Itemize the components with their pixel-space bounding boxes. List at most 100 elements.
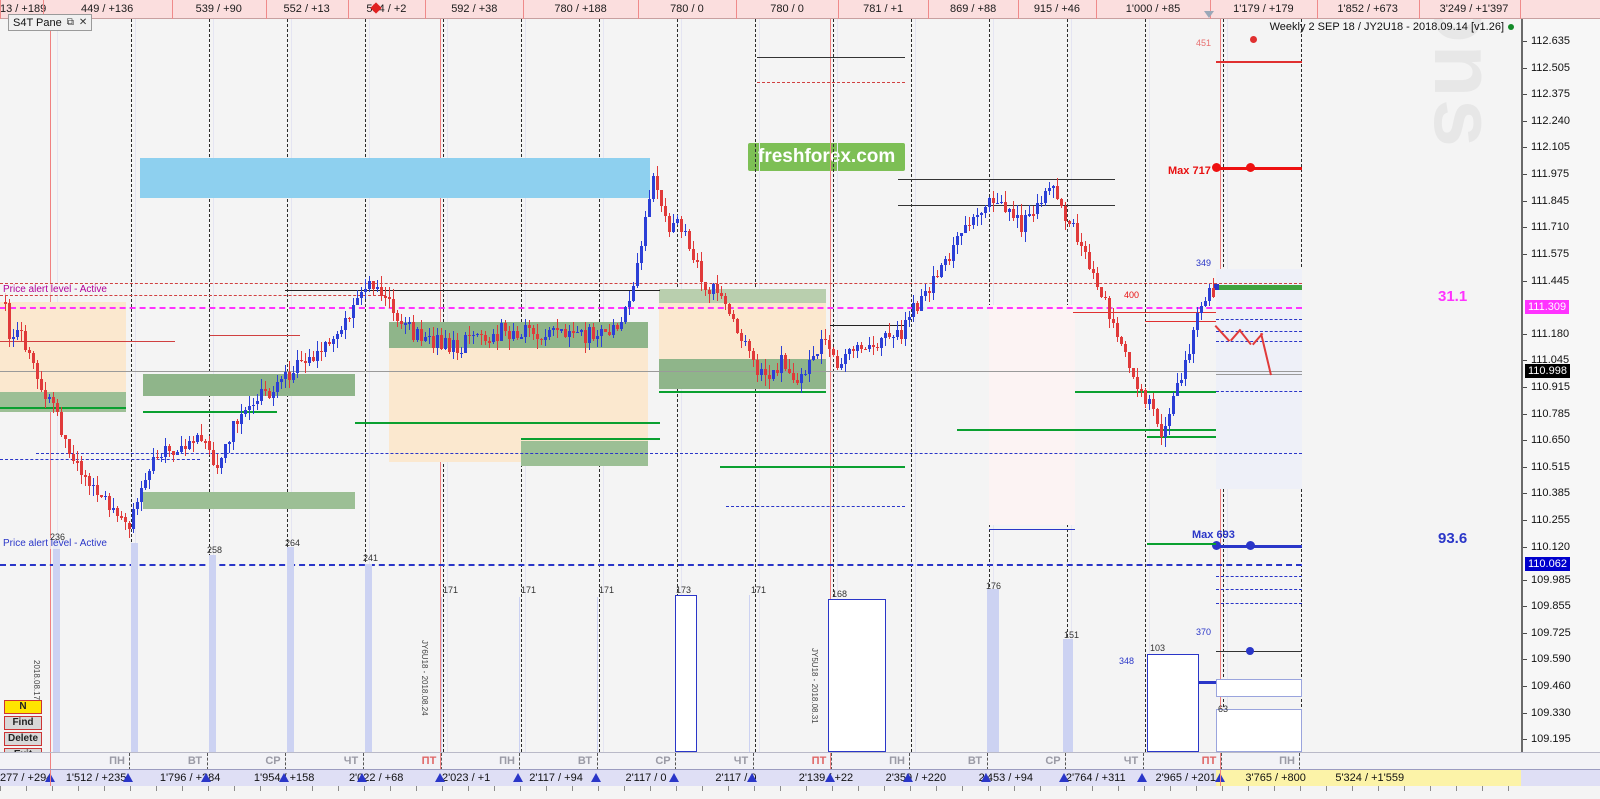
level-line bbox=[1216, 576, 1302, 577]
axis-tick-11 bbox=[286, 786, 287, 791]
volume-cell-5: 2'023 / +1 bbox=[441, 772, 491, 784]
axis-tick-7 bbox=[182, 786, 183, 791]
axis-tick-row bbox=[0, 786, 1600, 798]
candle-body bbox=[128, 522, 131, 529]
axis-tick-45 bbox=[1170, 786, 1171, 791]
weekday-14: ПТ bbox=[1201, 755, 1217, 767]
volume-arrow-12 bbox=[981, 773, 991, 782]
candle-wick bbox=[405, 317, 406, 334]
price-tick-1 bbox=[1523, 68, 1527, 69]
price-chart-plot[interactable]: FXProOptions freshforex.com Price alert … bbox=[0, 19, 1521, 752]
level-line bbox=[521, 438, 660, 440]
value-label-3: 241 bbox=[363, 553, 379, 563]
price-tick-14 bbox=[1523, 440, 1527, 441]
candle-body bbox=[1164, 426, 1167, 438]
oi-sep-5 bbox=[425, 0, 427, 19]
close-icon[interactable]: ✕ bbox=[78, 17, 88, 28]
candle-body bbox=[420, 328, 423, 342]
candle-body bbox=[200, 434, 203, 442]
axis-tick-0 bbox=[0, 786, 1, 791]
candle-wick bbox=[85, 469, 86, 487]
candle-body bbox=[652, 175, 655, 200]
find-button[interactable]: Find bbox=[4, 716, 42, 730]
volume-cell-1: 1'512 / +235 bbox=[65, 772, 127, 784]
candle-body bbox=[1068, 221, 1071, 225]
candle-body bbox=[60, 411, 63, 436]
candle-body bbox=[520, 337, 523, 339]
orange-zone-left bbox=[0, 302, 126, 408]
oi-sep-end bbox=[1520, 0, 1521, 19]
candle-body bbox=[216, 464, 219, 469]
candle-body bbox=[56, 403, 59, 412]
price-axis[interactable]: 112.635 112.505 112.375 112.240 112.105 111.9… bbox=[1521, 19, 1600, 799]
oi-sep-11 bbox=[1018, 0, 1020, 19]
weekday-5: ПН bbox=[499, 755, 515, 767]
contract-date-label-1: JY6U18 - 2018.08.24 bbox=[420, 640, 429, 716]
n-button[interactable]: N bbox=[4, 700, 42, 714]
value-label-9: 168 bbox=[832, 589, 848, 599]
candle-wick bbox=[217, 454, 218, 475]
value-label-13: 348 bbox=[1119, 656, 1135, 666]
weekday-divider-5 bbox=[519, 753, 520, 770]
volume-arrow-2 bbox=[201, 773, 211, 782]
volume-cell-7: 2'117 / 0 bbox=[625, 772, 667, 784]
candle-body bbox=[428, 335, 431, 338]
candle-body bbox=[20, 329, 23, 332]
price-alert-lower: Price alert level - Active bbox=[3, 538, 107, 549]
restore-icon[interactable]: ⧉ bbox=[66, 17, 74, 28]
price-tick-label-3: 112.240 bbox=[1531, 115, 1570, 127]
profile-bar-171b bbox=[519, 597, 520, 752]
weekday-3: ЧТ bbox=[343, 755, 359, 767]
candle-body bbox=[64, 435, 67, 440]
candle-body bbox=[252, 404, 255, 406]
value-label-4: 171 bbox=[443, 585, 459, 595]
candle-body bbox=[488, 341, 491, 343]
weekday-2: СР bbox=[265, 755, 281, 767]
axis-tick-48 bbox=[1248, 786, 1249, 791]
candle-wick bbox=[929, 287, 930, 302]
weekday-0: ПН bbox=[109, 755, 125, 767]
candle-body bbox=[448, 337, 451, 353]
delete-button[interactable]: Delete bbox=[4, 732, 42, 746]
oi-cell-0: 13 / +189 bbox=[0, 3, 47, 15]
axis-tick-17 bbox=[442, 786, 443, 791]
watermark-fxprooptions: FXProOptions bbox=[1414, 19, 1513, 149]
value-label-5: 171 bbox=[521, 585, 537, 595]
candle-body bbox=[864, 348, 867, 351]
candle-body bbox=[1144, 390, 1147, 404]
candle-body bbox=[1116, 322, 1119, 338]
oi-sep-7 bbox=[637, 0, 639, 19]
price-tick-6 bbox=[1523, 201, 1527, 202]
axis-tick-35 bbox=[910, 786, 911, 791]
candle-body bbox=[132, 509, 135, 529]
candle-body bbox=[296, 359, 299, 373]
candle-body bbox=[896, 329, 899, 337]
candle-wick bbox=[1105, 291, 1106, 300]
candle-body bbox=[988, 197, 991, 207]
candle-body bbox=[264, 388, 267, 392]
level-line bbox=[0, 459, 200, 460]
candle-body bbox=[332, 338, 335, 344]
candle-body bbox=[936, 275, 939, 278]
candle-body bbox=[852, 349, 855, 352]
level-line bbox=[1216, 167, 1302, 170]
volume-arrow-7 bbox=[591, 773, 601, 782]
oi-cell-11: 915 / +46 bbox=[1033, 3, 1080, 15]
volume-cell-11: 2'453 / +94 bbox=[978, 772, 1034, 784]
candle-body bbox=[492, 333, 495, 343]
price-tick-3 bbox=[1523, 121, 1527, 122]
axis-tick-56 bbox=[1456, 786, 1457, 791]
candle-body bbox=[112, 508, 115, 511]
level-line bbox=[989, 529, 1075, 530]
axis-tick-8 bbox=[208, 786, 209, 791]
oi-cell-4: 554 / +2 bbox=[366, 3, 407, 15]
candle-body bbox=[720, 293, 723, 296]
level-line bbox=[0, 341, 175, 342]
session-divider-10 bbox=[911, 19, 912, 752]
pane-tab[interactable]: S4T Pane ⧉ ✕ bbox=[8, 14, 93, 31]
candle-wick bbox=[1041, 196, 1042, 207]
value-label-6: 171 bbox=[599, 585, 615, 595]
candle-body bbox=[168, 446, 171, 452]
candle-body bbox=[256, 401, 259, 405]
